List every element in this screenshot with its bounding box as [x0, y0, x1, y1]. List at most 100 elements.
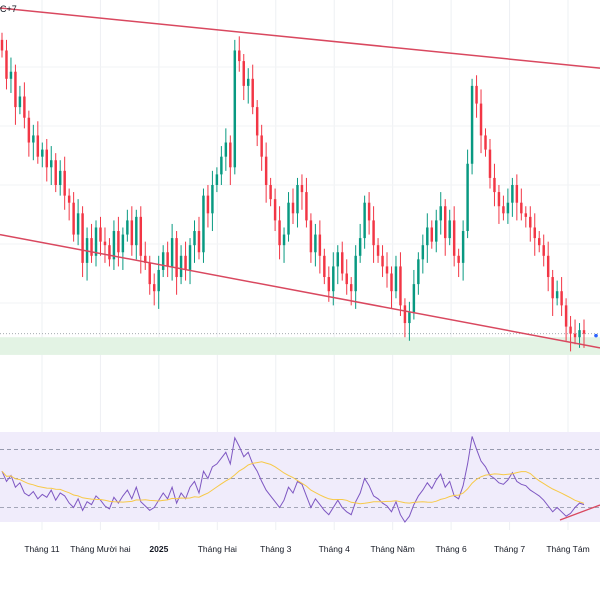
rsi-ma-line — [1, 461, 585, 505]
candle-body — [381, 255, 384, 267]
x-tick-label: Tháng 7 — [494, 544, 525, 554]
candle-body — [58, 170, 62, 185]
x-axis: Tháng 11 Tháng Mười hai 2025 Tháng Hai Tháng… — [24, 544, 589, 554]
grid — [0, 0, 600, 530]
candle-body — [569, 326, 572, 334]
candle-body — [363, 202, 366, 239]
candle-body — [564, 305, 568, 327]
candle-body — [560, 291, 563, 306]
candle-body — [206, 195, 210, 214]
candle-body — [349, 284, 353, 292]
candle-body — [197, 231, 201, 253]
candle-body — [551, 277, 554, 299]
candle-body — [385, 266, 389, 274]
candle-body — [511, 185, 514, 203]
candle-body — [242, 61, 245, 86]
candle-body — [188, 245, 192, 270]
candle-body — [578, 330, 581, 338]
candle-body — [390, 273, 393, 292]
candle-body — [466, 163, 469, 232]
candle-body — [90, 238, 93, 256]
rsi-line — [1, 436, 585, 523]
candle-body — [94, 227, 98, 256]
candle-body — [488, 149, 492, 178]
x-tick-label: Tháng Tám — [546, 544, 589, 554]
candle-body — [211, 185, 214, 214]
candle-body — [421, 245, 425, 260]
candle-body — [112, 231, 116, 260]
candle-body — [573, 333, 577, 338]
x-tick-label: Tháng Năm — [370, 544, 414, 554]
candle-body — [45, 149, 49, 168]
candle-body — [229, 142, 232, 168]
candle-body — [430, 227, 434, 242]
candle-body — [394, 266, 398, 292]
candle-body — [184, 255, 187, 270]
candle-body — [67, 195, 71, 203]
candle-body — [161, 252, 165, 270]
candle-body — [426, 227, 429, 246]
rsi-panel — [0, 432, 600, 523]
support-zone-layer — [0, 333, 600, 355]
candle-body — [439, 206, 442, 221]
candle-body — [475, 85, 478, 104]
candle-body — [332, 266, 335, 292]
candle-body — [497, 192, 501, 207]
candle-body — [175, 238, 178, 278]
candlestick-series — [0, 32, 586, 352]
rsi-trendline — [559, 504, 600, 521]
candle-body — [255, 107, 259, 136]
trendline-layer — [0, 7, 600, 349]
candle-body — [484, 135, 487, 150]
candle-body — [403, 305, 407, 324]
candle-body — [41, 149, 44, 157]
x-tick-label: Tháng 4 — [319, 544, 350, 554]
candle-body — [144, 255, 147, 263]
candle-body — [341, 252, 344, 274]
candle-body — [533, 227, 536, 239]
candle-body — [0, 39, 4, 51]
candle-body — [546, 255, 550, 278]
candle-body — [314, 234, 317, 253]
candle-body — [345, 273, 348, 285]
timezone-label: C+7 — [0, 4, 17, 14]
candle-body — [412, 284, 416, 313]
candle-body — [327, 277, 331, 292]
candle-body — [18, 96, 22, 108]
candle-body — [224, 142, 228, 157]
candle-body — [32, 135, 35, 143]
x-tick-label: Tháng 6 — [436, 544, 467, 554]
candle-body — [506, 202, 510, 214]
candle-body — [126, 220, 129, 235]
candle-body — [36, 135, 40, 157]
resistance-trendline — [0, 7, 600, 69]
candle-body — [358, 238, 362, 256]
candle-body — [251, 78, 254, 108]
candle-body — [264, 156, 268, 185]
candle-body — [287, 202, 290, 235]
candle-body — [502, 206, 505, 214]
candle-body — [529, 216, 532, 228]
candle-body — [582, 330, 586, 334]
candle-body — [524, 213, 528, 217]
candle-body — [452, 220, 456, 256]
last-price-dot — [594, 333, 598, 338]
candle-body — [300, 185, 304, 193]
candle-body — [246, 78, 250, 86]
candle-body — [27, 117, 31, 143]
candle-body — [50, 160, 53, 168]
candle-body — [435, 220, 438, 242]
candle-body — [282, 234, 286, 246]
candle-body — [54, 160, 57, 185]
candle-body — [202, 195, 205, 253]
support-zone — [0, 337, 600, 355]
x-tick-label: Tháng Mười hai — [70, 544, 131, 554]
x-tick-label: Tháng 3 — [260, 544, 291, 554]
candle-body — [179, 255, 183, 278]
support-trendline — [0, 233, 600, 349]
candle-body — [323, 255, 326, 278]
candle-body — [417, 259, 420, 285]
candle-body — [23, 96, 26, 118]
